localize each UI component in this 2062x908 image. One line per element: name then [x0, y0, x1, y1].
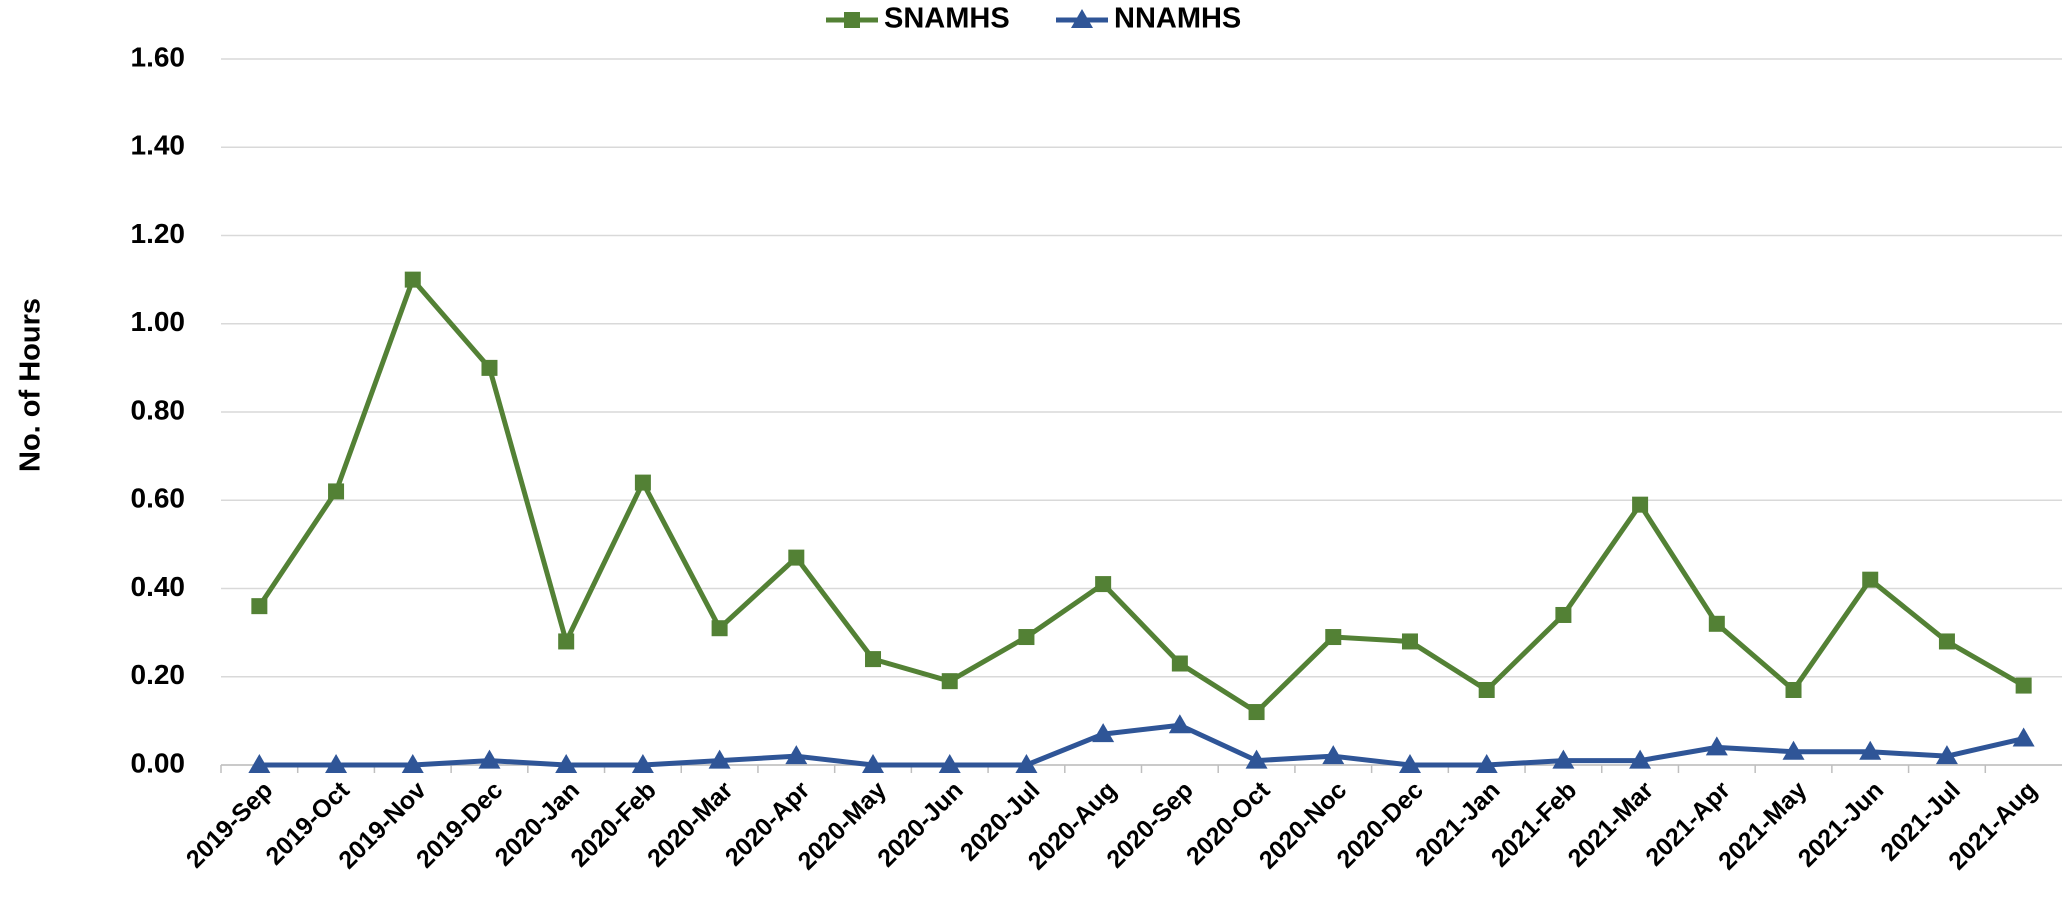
data-point: [785, 745, 808, 765]
data-point: [631, 754, 654, 773]
data-point: [1398, 754, 1421, 773]
legend-marker: [1071, 9, 1093, 28]
data-point: [1782, 740, 1805, 760]
data-point: [1938, 633, 1955, 650]
y-tick-label: 1.40: [131, 130, 186, 161]
y-tick-label: 0.40: [131, 571, 186, 602]
data-point: [1632, 496, 1649, 513]
data-point: [1168, 714, 1191, 734]
data-point: [1248, 704, 1265, 721]
data-point: [788, 549, 805, 566]
data-point: [711, 620, 728, 637]
data-point: [248, 754, 271, 773]
x-tick-label: 2020-Jun: [872, 776, 968, 872]
data-point: [2015, 677, 2032, 694]
series-line: [257, 277, 2025, 715]
data-point: [708, 749, 731, 769]
y-tick-label: 0.20: [131, 659, 186, 690]
data-point: [1015, 754, 1038, 773]
legend-label: SNAMHS: [884, 3, 1010, 35]
data-point: [1478, 681, 1495, 698]
x-tick-label: 2020-Mar: [642, 776, 739, 873]
x-tick-label: 2021-Mar: [1563, 776, 1660, 873]
data-point: [1092, 723, 1115, 743]
data-point: [1785, 681, 1802, 698]
data-point: [1018, 629, 1035, 646]
x-tick-label: 2021-Jun: [1793, 776, 1889, 872]
data-point: [1475, 754, 1498, 773]
y-tick-label: 0.80: [131, 394, 186, 425]
y-tick-label: 1.00: [131, 306, 186, 337]
y-tick-label: 0.60: [131, 483, 186, 514]
y-tick-label: 1.60: [131, 41, 186, 72]
legend-label: NNAMHS: [1114, 3, 1241, 35]
data-point: [862, 754, 885, 773]
data-point: [1862, 571, 1879, 588]
data-point: [478, 749, 501, 769]
data-point: [941, 673, 958, 690]
data-point: [1708, 615, 1725, 632]
data-point: [1401, 633, 1418, 650]
data-point: [1935, 745, 1958, 765]
data-point: [404, 271, 421, 288]
data-point: [555, 754, 578, 773]
data-point: [1245, 749, 1268, 769]
data-point: [2012, 727, 2035, 747]
y-axis-title: No. of Hours: [15, 298, 47, 472]
data-point: [325, 754, 348, 773]
data-point: [1552, 749, 1575, 769]
data-point: [251, 598, 268, 615]
series-line: [259, 722, 2025, 768]
y-tick-label: 0.00: [131, 747, 186, 778]
data-point: [1705, 736, 1728, 756]
data-point: [1322, 745, 1345, 765]
data-point: [558, 633, 575, 650]
data-point: [401, 754, 424, 773]
data-point: [328, 483, 345, 500]
legend-marker: [844, 12, 860, 28]
data-point: [1171, 655, 1188, 672]
y-tick-label: 1.20: [131, 218, 186, 249]
data-point: [1629, 749, 1652, 769]
data-point: [481, 359, 498, 376]
data-point: [634, 474, 651, 491]
data-point: [865, 651, 882, 668]
data-point: [938, 754, 961, 773]
data-point: [1325, 629, 1342, 646]
data-point: [1095, 576, 1112, 593]
data-point: [1555, 606, 1572, 623]
x-tick-label: 2019-Sep: [181, 776, 278, 873]
data-point: [1859, 740, 1882, 760]
